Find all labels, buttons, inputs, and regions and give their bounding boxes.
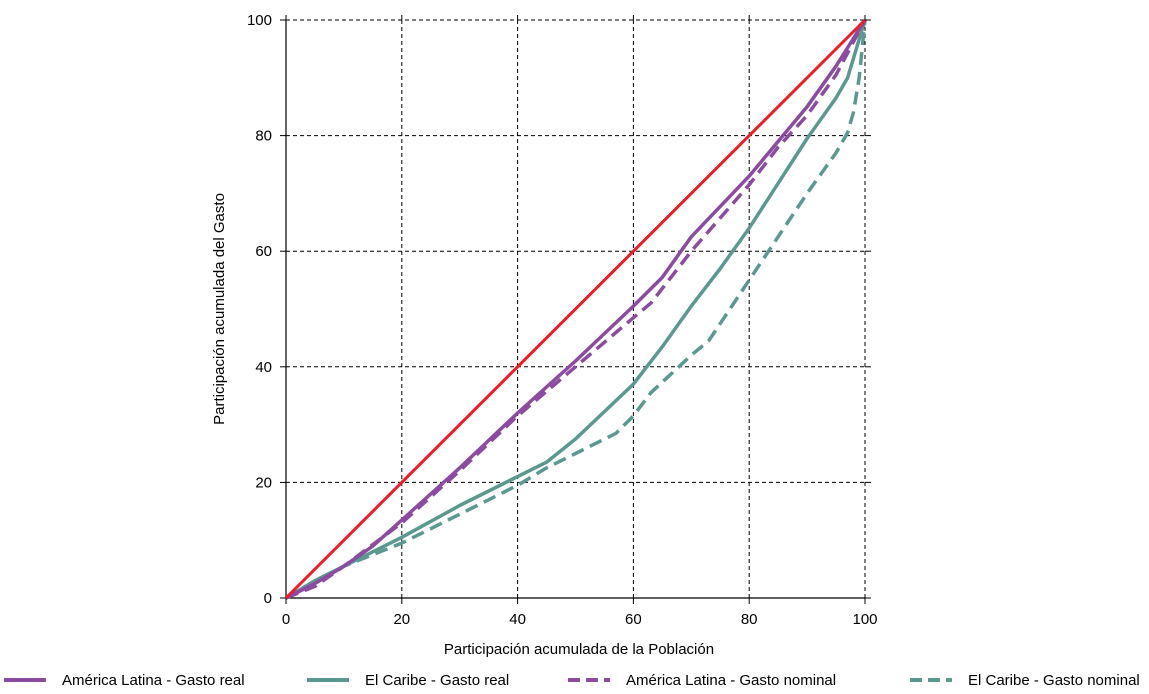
y-axis-title: Participación acumulada del Gasto xyxy=(211,193,228,425)
legend-label: El Caribe - Gasto nominal xyxy=(968,672,1140,689)
chart-legend: América Latina - Gasto real El Caribe - G… xyxy=(4,672,1140,689)
y-tick-label: 100 xyxy=(247,12,272,29)
x-tick-label: 60 xyxy=(625,611,642,628)
series-line-2 xyxy=(285,19,867,600)
x-tick-label: 20 xyxy=(393,611,410,628)
chart-axes xyxy=(285,20,865,599)
x-tick-label: 100 xyxy=(852,611,877,628)
y-tick-label: 40 xyxy=(255,359,272,376)
x-tick-label: 80 xyxy=(741,611,758,628)
series-line-3 xyxy=(285,19,867,600)
x-tick-label: 0 xyxy=(282,611,290,628)
chart-ticks: 0 20 40 60 80 100 0 20 40 60 80 100 xyxy=(247,12,878,628)
x-tick-label: 40 xyxy=(509,611,526,628)
y-tick-label: 80 xyxy=(255,128,272,145)
series-line-4 xyxy=(285,19,867,600)
legend-label: El Caribe - Gasto real xyxy=(365,672,509,689)
equality-line xyxy=(284,18,867,600)
legend-label: América Latina - Gasto real xyxy=(62,672,245,689)
series-line-1 xyxy=(285,19,867,600)
y-tick-label: 20 xyxy=(255,474,272,491)
legend-label: América Latina - Gasto nominal xyxy=(626,672,836,689)
y-tick-label: 0 xyxy=(264,590,272,607)
y-tick-label: 60 xyxy=(255,243,272,260)
x-axis-title: Participación acumulada de la Población xyxy=(444,641,714,658)
chart-series xyxy=(284,18,867,600)
